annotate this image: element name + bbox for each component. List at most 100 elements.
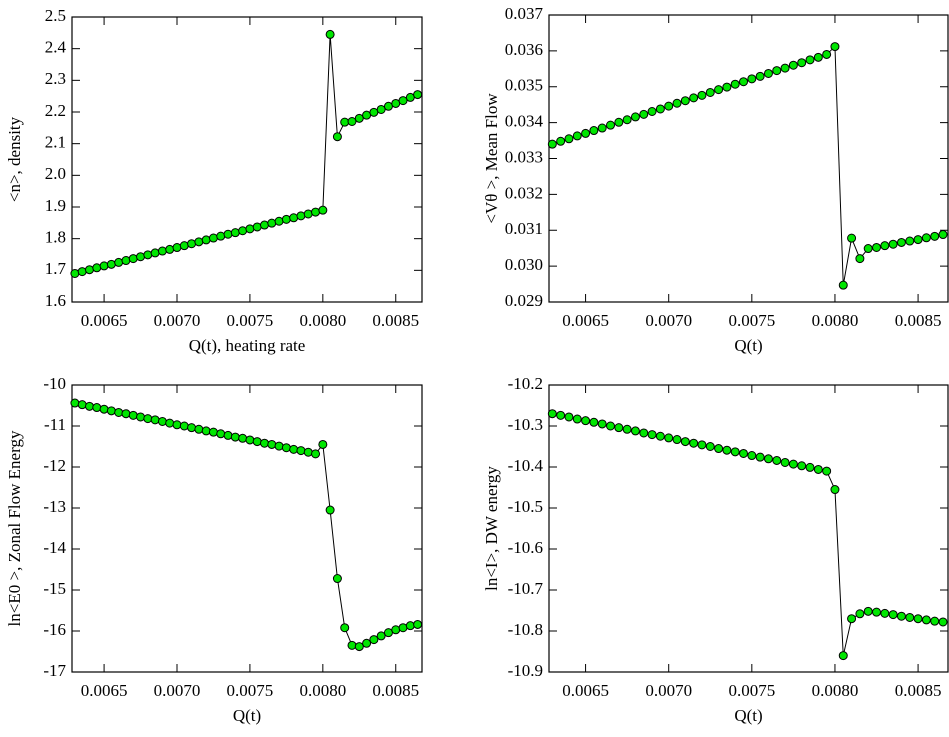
data-point xyxy=(697,440,707,450)
x-tick-label: 0.0080 xyxy=(299,311,346,330)
data-point xyxy=(938,617,948,627)
data-point xyxy=(872,607,882,617)
data-point xyxy=(201,426,211,436)
data-point xyxy=(92,403,102,413)
y-tick-label: 1.7 xyxy=(45,259,67,278)
data-point xyxy=(830,42,840,52)
x-tick-label: 0.0070 xyxy=(154,681,201,700)
y-tick-label: 1.9 xyxy=(45,196,66,215)
data-point xyxy=(788,459,798,469)
x-tick-label: 0.0070 xyxy=(154,311,201,330)
data-point xyxy=(780,63,790,73)
data-point xyxy=(606,421,616,431)
data-point xyxy=(564,412,574,422)
data-point xyxy=(739,448,749,458)
data-point xyxy=(194,237,204,247)
y-tick-label: -10.6 xyxy=(508,538,543,557)
x-tick-label: 0.0080 xyxy=(299,681,346,700)
data-point xyxy=(311,449,321,459)
panel: 0.0065 0.0070 0.0075 0.0080 0.0085 -10.9 -10.8… xyxy=(482,374,949,725)
panel: 0.0065 0.0070 0.0075 0.0080 0.0085 0.029 0.030… xyxy=(482,4,949,355)
y-tick-label: 1.8 xyxy=(45,228,66,247)
data-point xyxy=(398,623,408,633)
data-point xyxy=(797,461,807,471)
data-point xyxy=(296,446,306,456)
data-point xyxy=(755,452,765,462)
data-point xyxy=(888,610,898,620)
data-point xyxy=(85,401,94,411)
data-point xyxy=(260,220,269,230)
data-point xyxy=(547,139,557,149)
data-line xyxy=(552,413,944,656)
x-tick-label: 0.0065 xyxy=(562,681,609,700)
panel: 0.0065 0.0070 0.0075 0.0080 0.0085 -17 -16 -15 -… xyxy=(5,374,423,725)
data-point xyxy=(938,230,948,240)
data-point xyxy=(325,29,335,39)
data-point xyxy=(281,214,291,224)
y-tick-label: 0.036 xyxy=(505,40,543,59)
data-point xyxy=(763,454,773,464)
data-point xyxy=(179,241,189,251)
y-tick-label: 0.032 xyxy=(505,183,543,202)
data-point xyxy=(318,205,328,215)
y-tick-label: -10.9 xyxy=(508,661,543,680)
y-tick-label: -13 xyxy=(43,497,66,516)
x-axis-label: Q(t) xyxy=(233,706,261,725)
data-point xyxy=(245,435,255,445)
data-point xyxy=(172,243,182,253)
data-point xyxy=(680,437,690,447)
data-point xyxy=(208,427,218,437)
data-point xyxy=(311,207,321,217)
data-point xyxy=(114,407,124,417)
data-point xyxy=(99,261,109,271)
data-point xyxy=(639,109,649,119)
data-point xyxy=(689,93,699,103)
x-tick-label: 0.0065 xyxy=(562,311,609,330)
data-point xyxy=(614,423,624,433)
data-point xyxy=(303,209,313,219)
data-point xyxy=(647,107,657,117)
data-point xyxy=(630,112,640,122)
data-point xyxy=(705,87,715,97)
data-point xyxy=(772,455,782,465)
data-point xyxy=(813,52,823,62)
data-point xyxy=(362,638,372,648)
data-point xyxy=(92,263,102,273)
data-point xyxy=(340,117,350,127)
data-point xyxy=(223,229,233,239)
data-point xyxy=(896,611,906,621)
data-point xyxy=(208,233,218,243)
data-point xyxy=(260,438,269,448)
data-point xyxy=(354,113,364,123)
data-point xyxy=(245,224,255,234)
data-point xyxy=(216,429,226,439)
data-point xyxy=(267,439,277,449)
data-point xyxy=(905,612,915,622)
data-point xyxy=(805,55,815,65)
data-point xyxy=(763,68,773,78)
y-tick-label: -15 xyxy=(43,579,66,598)
data-point xyxy=(77,267,87,277)
data-point xyxy=(772,66,782,76)
data-point xyxy=(572,131,582,141)
data-point xyxy=(722,82,732,92)
data-point xyxy=(655,104,665,114)
data-point xyxy=(128,410,138,420)
data-point xyxy=(630,426,640,436)
data-point xyxy=(863,606,873,616)
data-point xyxy=(556,136,566,146)
y-tick-label: -16 xyxy=(43,620,66,639)
data-point xyxy=(697,90,707,100)
data-point xyxy=(797,58,807,68)
data-point xyxy=(143,250,153,260)
data-point xyxy=(730,447,740,457)
x-tick-label: 0.0070 xyxy=(645,681,692,700)
data-point xyxy=(332,132,342,142)
data-point xyxy=(281,443,291,453)
data-point xyxy=(187,423,197,433)
y-tick-label: -10.3 xyxy=(508,415,543,434)
data-point xyxy=(121,256,131,266)
data-point xyxy=(863,244,873,254)
data-point xyxy=(172,420,182,430)
